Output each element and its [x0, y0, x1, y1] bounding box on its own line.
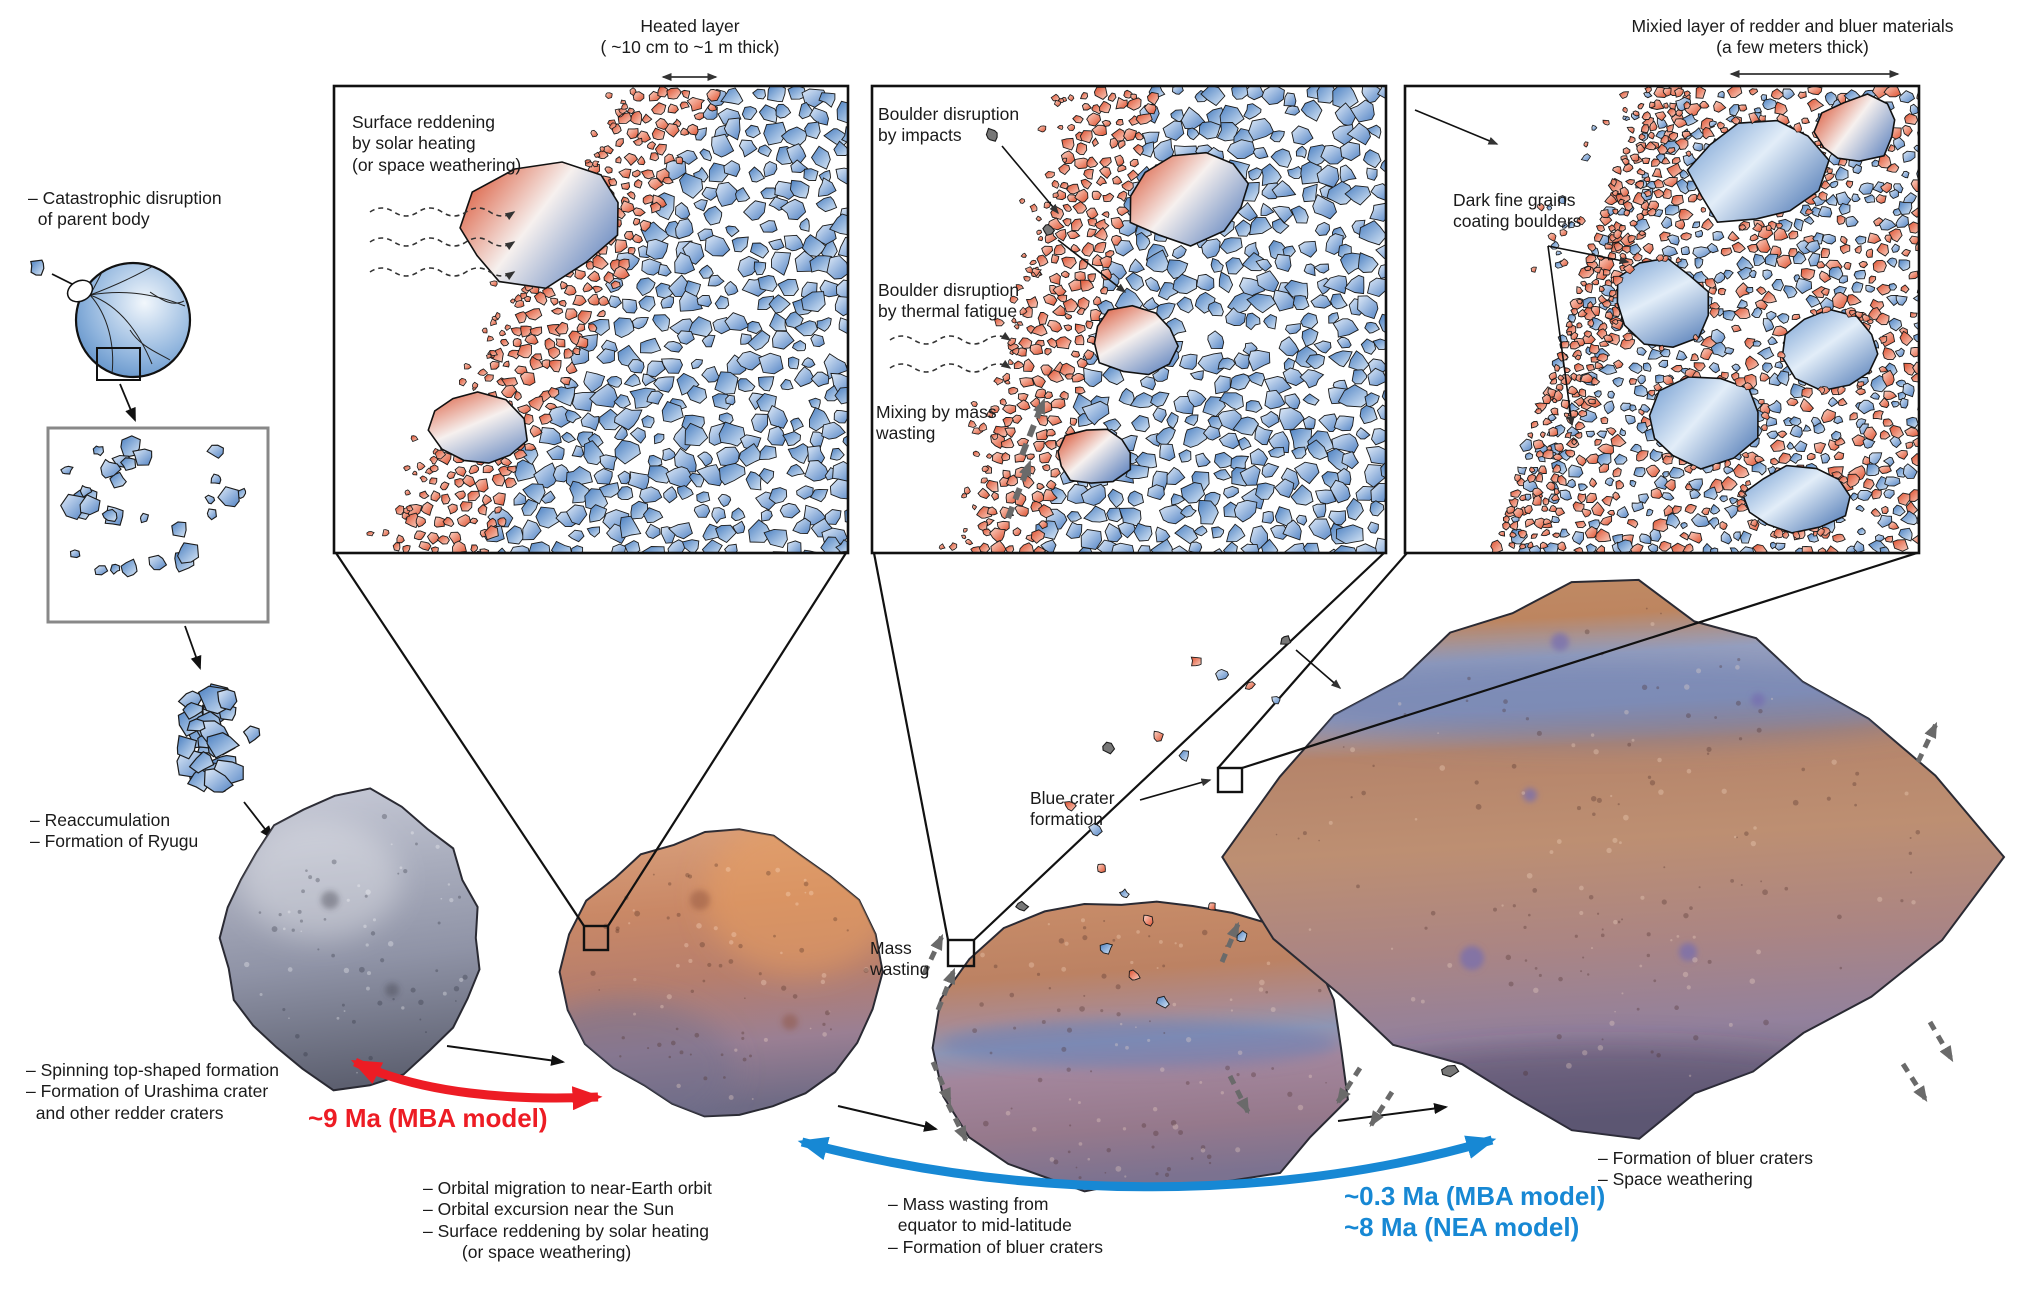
- label-mixing-mass-wasting: Mixing by mass wasting: [876, 402, 997, 444]
- label-bluer-craters: – Formation of bluer craters – Space wea…: [1598, 1148, 1813, 1190]
- label-mixed-layer-title: Mixied layer of redder and bluer materia…: [1631, 16, 1954, 58]
- panel-border-2: [870, 84, 1388, 555]
- panel-mixed-layer: [1414, 86, 1919, 553]
- label-9ma-mba: ~9 Ma (MBA model): [308, 1103, 548, 1133]
- label-arrows: [1547, 245, 1630, 427]
- label-8ma-nea: ~8 Ma (NEA model): [1344, 1212, 1580, 1242]
- label-reaccumulation: – Reaccumulation – Formation of Ryugu: [30, 810, 199, 852]
- label-boulder-thermal: Boulder disruption by thermal fatigue: [878, 280, 1020, 322]
- blue-timeline-arrow: [797, 1135, 1497, 1192]
- label-catastrophic-disruption: – Catastrophic disruption of parent body: [28, 188, 222, 230]
- label-03ma-mba: ~0.3 Ma (MBA model): [1344, 1181, 1606, 1211]
- zoom-target-box-2: [946, 938, 976, 968]
- panel-border-3: [1403, 84, 1921, 555]
- stage-arrows: [350, 1045, 1497, 1192]
- zoom-target-box-1: [582, 924, 610, 952]
- label-mass-wasting-small: Mass wasting: [870, 938, 930, 980]
- surface-panels: [332, 84, 1921, 555]
- ejecta-debris: [1015, 635, 1460, 1078]
- label-spinning-top: – Spinning top-shaped formation – Format…: [26, 1060, 279, 1123]
- scale-arrows: [661, 70, 1900, 81]
- label-blue-crater-formation: Blue crater formation: [1030, 788, 1115, 830]
- panel-heated-layer: [366, 86, 848, 553]
- blue-crater-dot: [1551, 633, 1569, 651]
- blue-crater-dot: [1679, 943, 1697, 961]
- rubble-pile: [176, 683, 261, 793]
- panel-boulder-disruption: [889, 86, 1386, 553]
- projection-lines: [335, 551, 1918, 968]
- blue-crater-dot: [1751, 693, 1765, 707]
- asteroid-stage-1: [218, 787, 481, 1092]
- asteroid-stage-2: [558, 828, 884, 1118]
- fragments-box: [46, 426, 270, 624]
- blue-crater-dot: [1460, 946, 1484, 970]
- zoom-target-box-3: [1216, 766, 1244, 794]
- label-dark-fine-grains: Dark fine grains coating boulders: [1453, 190, 1582, 232]
- label-mass-wasting: – Mass wasting from equator to mid-latit…: [888, 1194, 1103, 1257]
- parent-body: [74, 261, 192, 379]
- label-orbital-migration: – Orbital migration to near-Earth orbit …: [423, 1178, 712, 1263]
- blue-crater-dot: [1523, 788, 1537, 802]
- mass-wasting-arrows: [921, 721, 1955, 1143]
- fragments: [60, 435, 247, 578]
- label-heated-layer-title: Heated layer ( ~10 cm to ~1 m thick): [600, 16, 780, 58]
- label-boulder-impacts: Boulder disruption by impacts: [878, 104, 1020, 146]
- red-timeline-arrow: [350, 1057, 603, 1111]
- asteroid-stage-3: [931, 900, 1349, 1193]
- panel-border-1: [332, 84, 850, 555]
- parent-body-sequence: [30, 259, 274, 840]
- label-surface-reddening: Surface reddening by solar heating (or s…: [352, 112, 522, 175]
- zoom-source-box: [96, 347, 141, 381]
